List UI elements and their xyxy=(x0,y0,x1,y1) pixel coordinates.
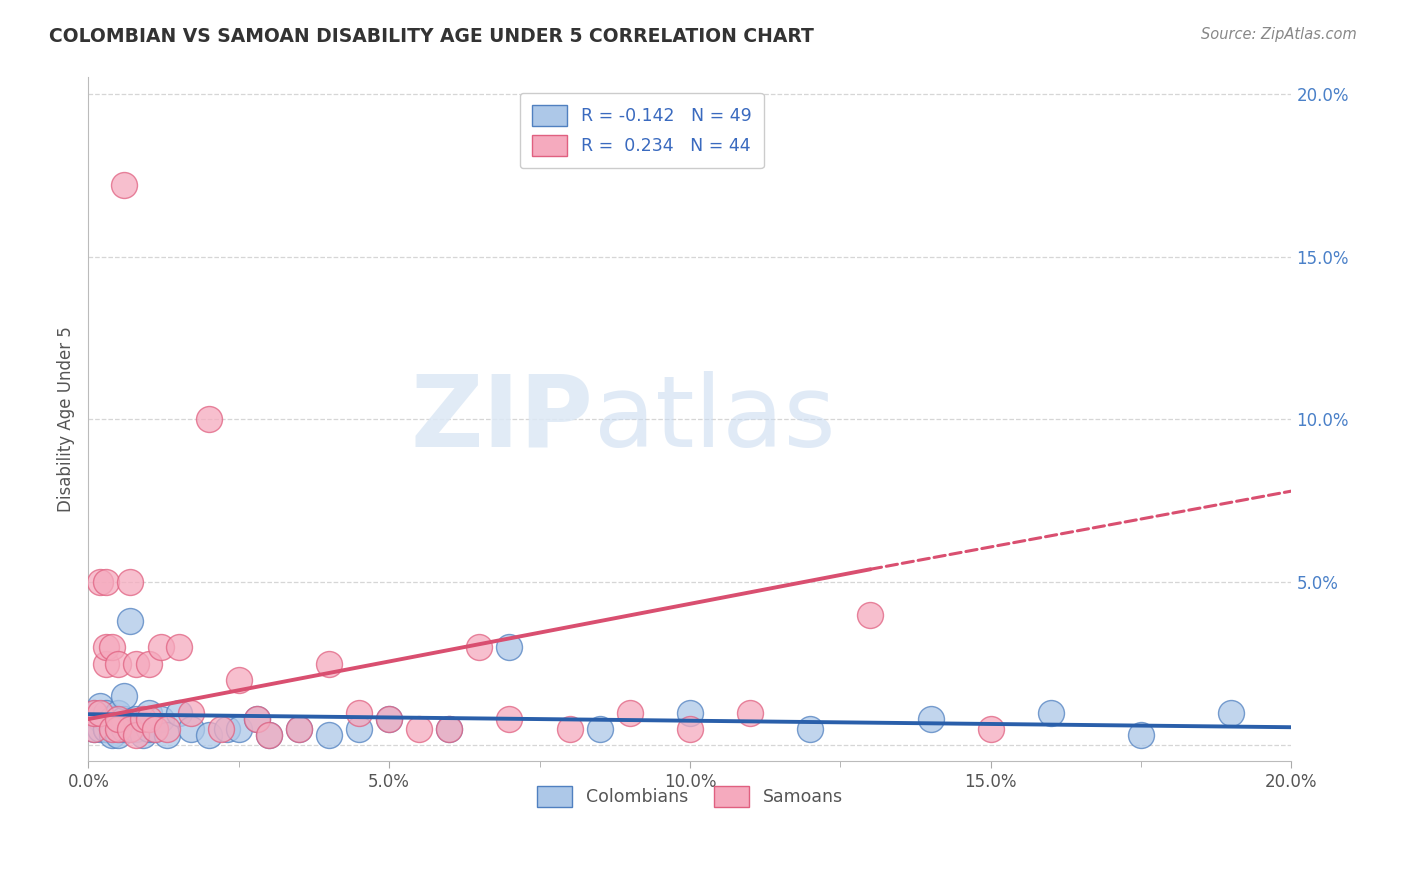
Point xyxy=(318,657,340,671)
Point xyxy=(83,706,105,720)
Point xyxy=(215,722,238,736)
Text: ZIP: ZIP xyxy=(411,371,593,468)
Point xyxy=(131,728,153,742)
Point xyxy=(83,706,105,720)
Point xyxy=(107,706,129,720)
Point xyxy=(89,712,111,726)
Point xyxy=(180,722,202,736)
Point xyxy=(107,712,129,726)
Point xyxy=(96,640,118,655)
Point xyxy=(114,712,136,726)
Point xyxy=(468,640,491,655)
Point xyxy=(155,728,177,742)
Y-axis label: Disability Age Under 5: Disability Age Under 5 xyxy=(58,326,75,512)
Point xyxy=(347,722,370,736)
Point xyxy=(257,728,280,742)
Point xyxy=(378,712,401,726)
Point xyxy=(143,722,166,736)
Text: Source: ZipAtlas.com: Source: ZipAtlas.com xyxy=(1201,27,1357,42)
Point xyxy=(980,722,1002,736)
Point xyxy=(209,722,232,736)
Point xyxy=(138,722,160,736)
Point xyxy=(96,712,118,726)
Point xyxy=(228,673,250,687)
Point xyxy=(101,722,124,736)
Point xyxy=(228,722,250,736)
Point xyxy=(83,722,105,736)
Point xyxy=(859,607,882,622)
Text: COLOMBIAN VS SAMOAN DISABILITY AGE UNDER 5 CORRELATION CHART: COLOMBIAN VS SAMOAN DISABILITY AGE UNDER… xyxy=(49,27,814,45)
Point xyxy=(167,640,190,655)
Point xyxy=(558,722,581,736)
Point xyxy=(619,706,641,720)
Point xyxy=(197,728,219,742)
Point xyxy=(101,640,124,655)
Point xyxy=(138,712,160,726)
Point xyxy=(120,575,142,590)
Point xyxy=(408,722,430,736)
Point xyxy=(96,706,118,720)
Point xyxy=(246,712,269,726)
Point xyxy=(96,657,118,671)
Point xyxy=(138,657,160,671)
Point xyxy=(89,575,111,590)
Point xyxy=(138,706,160,720)
Point xyxy=(114,722,136,736)
Point xyxy=(125,722,148,736)
Point xyxy=(120,615,142,629)
Point xyxy=(101,712,124,726)
Point xyxy=(347,706,370,720)
Point xyxy=(439,722,461,736)
Point xyxy=(89,722,111,736)
Point xyxy=(149,640,172,655)
Point xyxy=(257,728,280,742)
Point xyxy=(107,657,129,671)
Point xyxy=(149,712,172,726)
Point xyxy=(120,722,142,736)
Point xyxy=(131,712,153,726)
Point xyxy=(288,722,311,736)
Point xyxy=(167,706,190,720)
Point xyxy=(96,722,118,736)
Point xyxy=(738,706,761,720)
Point xyxy=(107,712,129,726)
Point xyxy=(114,690,136,704)
Point xyxy=(1039,706,1062,720)
Point xyxy=(107,722,129,736)
Point xyxy=(96,722,118,736)
Point xyxy=(96,575,118,590)
Legend: Colombians, Samoans: Colombians, Samoans xyxy=(530,780,849,814)
Point xyxy=(318,728,340,742)
Point xyxy=(101,722,124,736)
Point xyxy=(180,706,202,720)
Point xyxy=(125,657,148,671)
Point xyxy=(799,722,821,736)
Point xyxy=(679,722,702,736)
Point xyxy=(89,706,111,720)
Point xyxy=(114,178,136,192)
Point xyxy=(125,728,148,742)
Point xyxy=(107,722,129,736)
Point xyxy=(288,722,311,736)
Point xyxy=(83,722,105,736)
Point xyxy=(155,722,177,736)
Point xyxy=(378,712,401,726)
Point xyxy=(679,706,702,720)
Point xyxy=(246,712,269,726)
Point xyxy=(920,712,942,726)
Point xyxy=(498,712,520,726)
Point xyxy=(589,722,612,736)
Text: atlas: atlas xyxy=(593,371,835,468)
Point xyxy=(120,722,142,736)
Point xyxy=(1220,706,1243,720)
Point xyxy=(1130,728,1153,742)
Point xyxy=(89,699,111,714)
Point xyxy=(143,722,166,736)
Point xyxy=(101,728,124,742)
Point xyxy=(197,412,219,426)
Point xyxy=(107,728,129,742)
Point xyxy=(439,722,461,736)
Point xyxy=(498,640,520,655)
Point xyxy=(125,712,148,726)
